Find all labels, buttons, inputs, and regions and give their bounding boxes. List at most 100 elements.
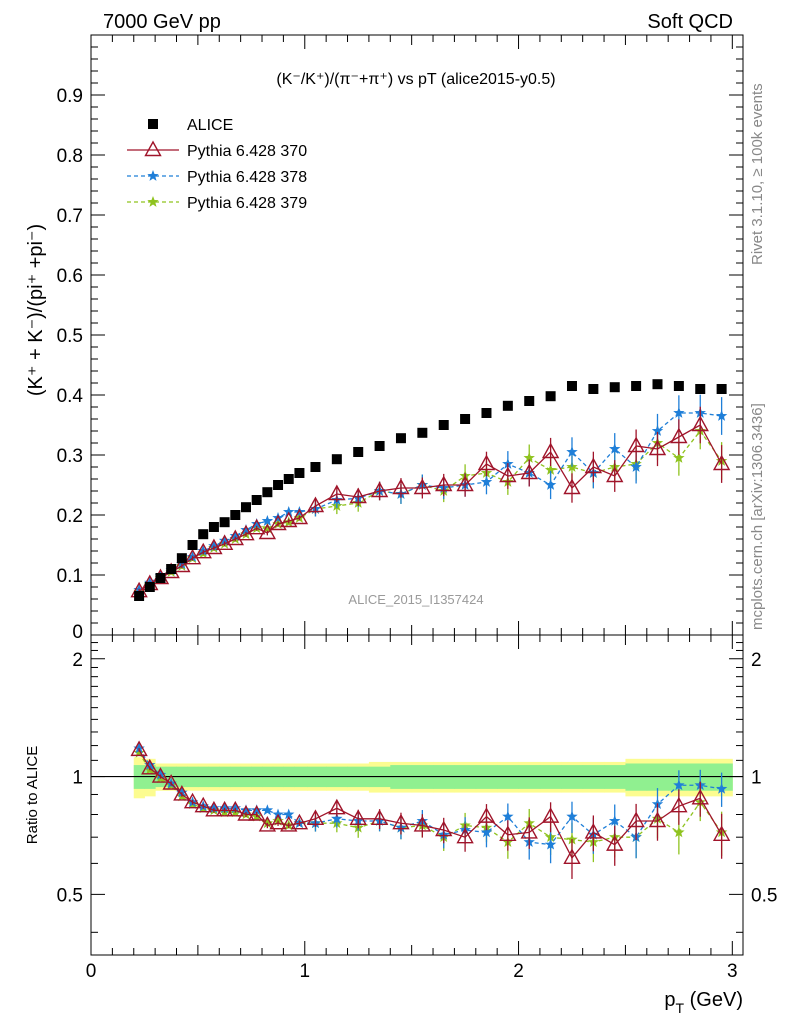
mcplots-label: mcplots.cern.ch [arXiv:1306.3436] bbox=[749, 403, 766, 630]
pythia-370-point bbox=[691, 788, 709, 805]
pythia-star-point bbox=[261, 817, 274, 829]
legend: ALICE Pythia 6.428 370 Pythia 6.428 378 Pyt… bbox=[127, 117, 307, 212]
pythia-star-point bbox=[715, 782, 728, 794]
process-label: Soft QCD bbox=[647, 11, 733, 33]
pythia-370-point bbox=[435, 475, 453, 492]
pythia-star-point bbox=[566, 446, 578, 457]
y-tick-label: 0.6 bbox=[57, 266, 83, 287]
ratio-data-marks bbox=[130, 740, 731, 879]
pythia-370-point bbox=[541, 442, 560, 459]
alice-point bbox=[673, 381, 684, 391]
alice-point bbox=[695, 384, 706, 394]
pythia-370-point bbox=[648, 439, 667, 456]
pythia-378-line bbox=[138, 412, 722, 591]
alice-point bbox=[460, 414, 471, 424]
pythia-star-point bbox=[251, 518, 263, 529]
pythia-star-point bbox=[651, 425, 664, 436]
pythia-370-point bbox=[258, 523, 277, 540]
y-tick-label: 0.8 bbox=[57, 146, 83, 167]
ratio-y-tick-label: 2 bbox=[72, 650, 83, 671]
pythia-370-point bbox=[173, 556, 191, 573]
alice-point bbox=[566, 381, 577, 391]
pythia-370-point bbox=[194, 542, 212, 559]
y-tick-label: 0 bbox=[72, 622, 83, 643]
alice-point bbox=[251, 495, 262, 505]
x-axis-label-sub: T bbox=[676, 1000, 685, 1016]
pythia-star-point bbox=[630, 461, 642, 472]
y-tick-label: 0.3 bbox=[57, 446, 83, 467]
pythia-star-point bbox=[240, 524, 252, 535]
pythia-370-point bbox=[563, 848, 581, 865]
alice-point bbox=[631, 381, 642, 391]
pythia-370-point bbox=[306, 496, 325, 513]
ratio-uncertainty-bands bbox=[133, 757, 733, 799]
pythia-star-point bbox=[218, 534, 231, 546]
pythia-370-point bbox=[183, 792, 202, 809]
legend-label-pythia-370: Pythia 6.428 370 bbox=[187, 143, 307, 160]
pythia-370-point bbox=[584, 457, 603, 474]
alice-point bbox=[609, 382, 620, 393]
pythia-370-point bbox=[328, 484, 346, 501]
pythia-370-point bbox=[247, 518, 266, 535]
pythia-star-point bbox=[261, 804, 274, 816]
alice-point bbox=[187, 540, 198, 550]
pythia-370-point bbox=[563, 478, 581, 495]
pythia-370-point bbox=[290, 508, 309, 525]
legend-label-pythia-379: Pythia 6.428 379 bbox=[187, 195, 307, 212]
pythia-star-point bbox=[144, 759, 156, 770]
pythia-star-point bbox=[331, 812, 343, 824]
pythia-370-point bbox=[290, 813, 309, 830]
pythia-star-point bbox=[480, 476, 493, 487]
pythia-star-point bbox=[673, 452, 685, 463]
pythia-star-point bbox=[523, 452, 535, 463]
pythia-370-point bbox=[215, 800, 234, 817]
pythia-370-point bbox=[499, 825, 517, 841]
y-tick-label: 0.2 bbox=[57, 506, 83, 527]
pythia-370-point bbox=[280, 816, 298, 832]
alice-point bbox=[588, 384, 599, 394]
pythia-star-point bbox=[544, 479, 557, 490]
pythia-370-point bbox=[392, 813, 410, 830]
y-tick-label: 0.9 bbox=[57, 86, 83, 107]
pythia-370-point bbox=[499, 466, 517, 483]
pythia-370-point bbox=[269, 514, 287, 531]
pythia-370-point bbox=[413, 816, 432, 832]
main-y-axis-label: (K⁺ + K⁻)/(pi⁺ +pi⁻) bbox=[25, 224, 47, 396]
pythia-star-point bbox=[208, 802, 220, 814]
pythia-370-point bbox=[237, 805, 255, 821]
x-tick-label: 2 bbox=[513, 961, 524, 982]
alice-point bbox=[716, 384, 727, 394]
pythia-370-ratio-line bbox=[138, 749, 723, 859]
alice-point bbox=[652, 379, 663, 390]
pythia-370-point bbox=[477, 807, 496, 823]
pythia-star-point bbox=[544, 464, 557, 475]
alice-point bbox=[219, 517, 230, 528]
alice-point bbox=[294, 468, 305, 478]
pythia-370-point bbox=[606, 835, 624, 851]
pythia-370-point bbox=[370, 809, 389, 825]
pythia-370-point bbox=[130, 740, 148, 757]
pythia-370-point bbox=[456, 475, 474, 492]
pythia-370-point bbox=[226, 800, 244, 817]
ratio-y-tick-label: 0.5 bbox=[57, 885, 83, 906]
pythia-370-point bbox=[151, 767, 170, 783]
pythia-star-point bbox=[609, 443, 621, 454]
pythia-370-point bbox=[258, 816, 277, 832]
alice-point bbox=[230, 510, 241, 520]
alice-point bbox=[374, 441, 385, 451]
alice-point bbox=[134, 591, 145, 601]
alice-point bbox=[262, 487, 273, 498]
pythia-star-point bbox=[240, 804, 252, 816]
main-axis-ticks: 0.1 0.2 0.3 0.4 0.5 0.6 0.7 0.8 0.9 0 0 1 2 3 bbox=[57, 35, 743, 982]
pythia-370-point bbox=[627, 811, 645, 828]
energy-label: 7000 GeV pp bbox=[103, 11, 221, 33]
pythia-370-point bbox=[194, 796, 212, 813]
pythia-star-point bbox=[673, 779, 685, 791]
pythia-star-point bbox=[133, 746, 145, 758]
ratio-y-tick-label-right: 2 bbox=[751, 650, 762, 671]
pythia-370-point bbox=[173, 785, 191, 801]
pythia-star-point bbox=[261, 522, 274, 534]
legend-label-alice: ALICE bbox=[187, 117, 233, 134]
alice-point bbox=[283, 474, 294, 484]
main-plot-panel: ALICE_2015_I1357424 0.10.20.30.40.50.60.… bbox=[25, 34, 744, 982]
